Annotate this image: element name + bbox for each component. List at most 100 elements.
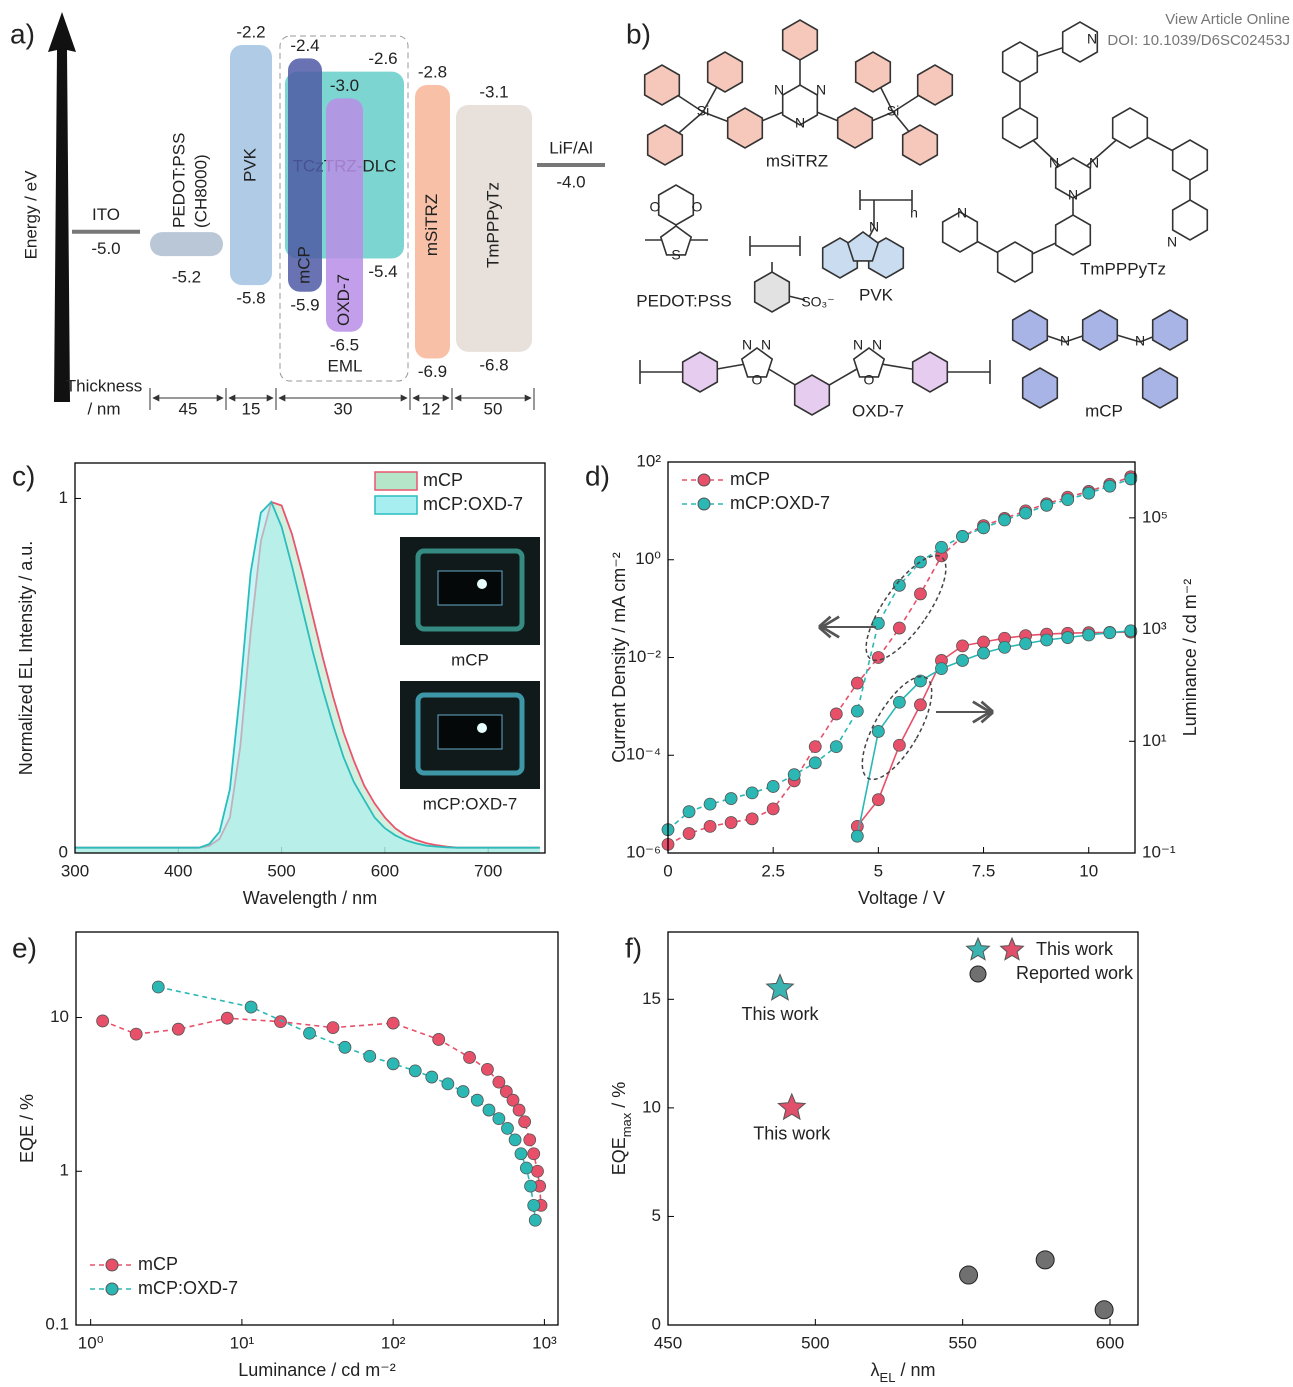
x-tick-label: 10³ bbox=[532, 1333, 557, 1352]
annotation: This work bbox=[741, 1004, 819, 1024]
legend-marker bbox=[969, 965, 987, 983]
point bbox=[363, 1049, 377, 1063]
y-tick-label: 10⁻² bbox=[627, 647, 661, 666]
x-axis-label: Luminance / cd m⁻² bbox=[238, 1360, 396, 1380]
point bbox=[914, 698, 927, 712]
point bbox=[808, 740, 822, 754]
view-online-link[interactable]: View Article Online bbox=[1165, 11, 1290, 28]
x-tick-label: 10 bbox=[1079, 861, 1098, 880]
energy-band bbox=[415, 85, 450, 359]
inset-label: mCP bbox=[451, 650, 489, 669]
ring bbox=[753, 271, 791, 313]
y-tick-label: 1 bbox=[59, 488, 68, 507]
ring bbox=[1171, 139, 1209, 181]
point bbox=[1040, 498, 1054, 512]
point bbox=[850, 829, 864, 843]
x-tick-label: 600 bbox=[1096, 1333, 1124, 1352]
annotation-ellipse bbox=[861, 675, 933, 781]
atom-label: Si bbox=[887, 103, 899, 119]
thickness-label: / nm bbox=[87, 399, 120, 418]
legend-marker bbox=[105, 1282, 119, 1296]
x-axis-label: Wavelength / nm bbox=[243, 888, 377, 908]
ring bbox=[643, 64, 681, 106]
line bbox=[856, 630, 1131, 837]
x-tick-label: 0 bbox=[663, 861, 672, 880]
atom-label: N bbox=[869, 219, 879, 235]
point bbox=[519, 1161, 533, 1175]
point bbox=[386, 1016, 400, 1030]
atom-label: O bbox=[864, 372, 875, 388]
y2-tick-label: 10¹ bbox=[1142, 731, 1167, 750]
layer-note: (CH8000) bbox=[191, 154, 210, 228]
point bbox=[1124, 472, 1138, 486]
atom-label: N bbox=[872, 337, 882, 353]
homo-label: -5.4 bbox=[368, 262, 397, 281]
y-axis-label: Normalized EL Intensity / a.u. bbox=[16, 541, 36, 775]
point bbox=[171, 1022, 185, 1036]
layer-name: PEDOT:PSS bbox=[169, 133, 188, 228]
layer-name: PVK bbox=[240, 147, 259, 182]
ring bbox=[726, 107, 764, 149]
point bbox=[408, 1064, 422, 1078]
point bbox=[527, 1147, 541, 1161]
structure-name: mSiTRZ bbox=[766, 151, 828, 170]
y-tick-label: 0 bbox=[652, 1314, 661, 1333]
point bbox=[787, 768, 801, 782]
doi: DOI: 10.1039/D6SC02453J bbox=[1107, 32, 1290, 49]
point bbox=[914, 587, 927, 601]
thickness-value: 30 bbox=[334, 399, 353, 418]
point bbox=[703, 820, 717, 833]
ring bbox=[1001, 107, 1039, 149]
point bbox=[829, 707, 843, 721]
y-axis-label: Current Density / mA cm⁻² bbox=[609, 552, 629, 763]
x-tick-label: 600 bbox=[371, 861, 399, 880]
point bbox=[998, 513, 1011, 527]
legend-marker bbox=[999, 936, 1025, 961]
area bbox=[75, 502, 540, 853]
legend-label: mCP bbox=[423, 470, 463, 490]
y-axis-label-part: / % bbox=[609, 1082, 629, 1113]
point bbox=[506, 1093, 520, 1107]
ring bbox=[901, 124, 939, 166]
homo-label: -6.9 bbox=[418, 362, 447, 381]
thickness-value: 15 bbox=[242, 399, 261, 418]
atom-label: N bbox=[816, 82, 826, 98]
point bbox=[432, 1033, 446, 1046]
ring bbox=[1011, 309, 1049, 351]
point bbox=[303, 1026, 316, 1040]
atom-label: N bbox=[742, 337, 752, 353]
point bbox=[871, 725, 885, 738]
device-spot bbox=[477, 723, 487, 733]
y2-tick-label: 10³ bbox=[1142, 619, 1167, 638]
y-axis-label-part: EQE bbox=[609, 1137, 629, 1175]
ring bbox=[681, 351, 719, 393]
point bbox=[871, 793, 885, 807]
ring bbox=[1021, 367, 1059, 409]
point bbox=[959, 1265, 979, 1285]
point bbox=[1061, 631, 1075, 644]
point bbox=[151, 980, 165, 994]
structure-name: PEDOT:PSS bbox=[636, 291, 731, 310]
ring bbox=[1061, 21, 1099, 63]
atom-label: N bbox=[1167, 234, 1177, 250]
point bbox=[463, 1051, 476, 1064]
layer-name: mCP bbox=[294, 246, 313, 284]
point bbox=[499, 1085, 513, 1098]
line bbox=[667, 475, 1132, 846]
point bbox=[1103, 479, 1117, 493]
lumo-label: -2.2 bbox=[236, 22, 265, 41]
atom-label: O bbox=[692, 199, 703, 215]
point bbox=[892, 738, 906, 752]
device-window bbox=[437, 714, 503, 750]
plot-frame bbox=[74, 462, 546, 854]
legend-label: mCP:OXD-7 bbox=[730, 493, 830, 513]
x-tick-label: 7.5 bbox=[972, 861, 996, 880]
ring bbox=[1171, 199, 1209, 241]
atom-label: N bbox=[774, 82, 784, 98]
point bbox=[1094, 1300, 1114, 1320]
legend-label: mCP bbox=[730, 469, 770, 489]
x-tick-label: 450 bbox=[654, 1333, 682, 1352]
thickness-value: 12 bbox=[422, 399, 441, 418]
point bbox=[129, 1027, 143, 1041]
